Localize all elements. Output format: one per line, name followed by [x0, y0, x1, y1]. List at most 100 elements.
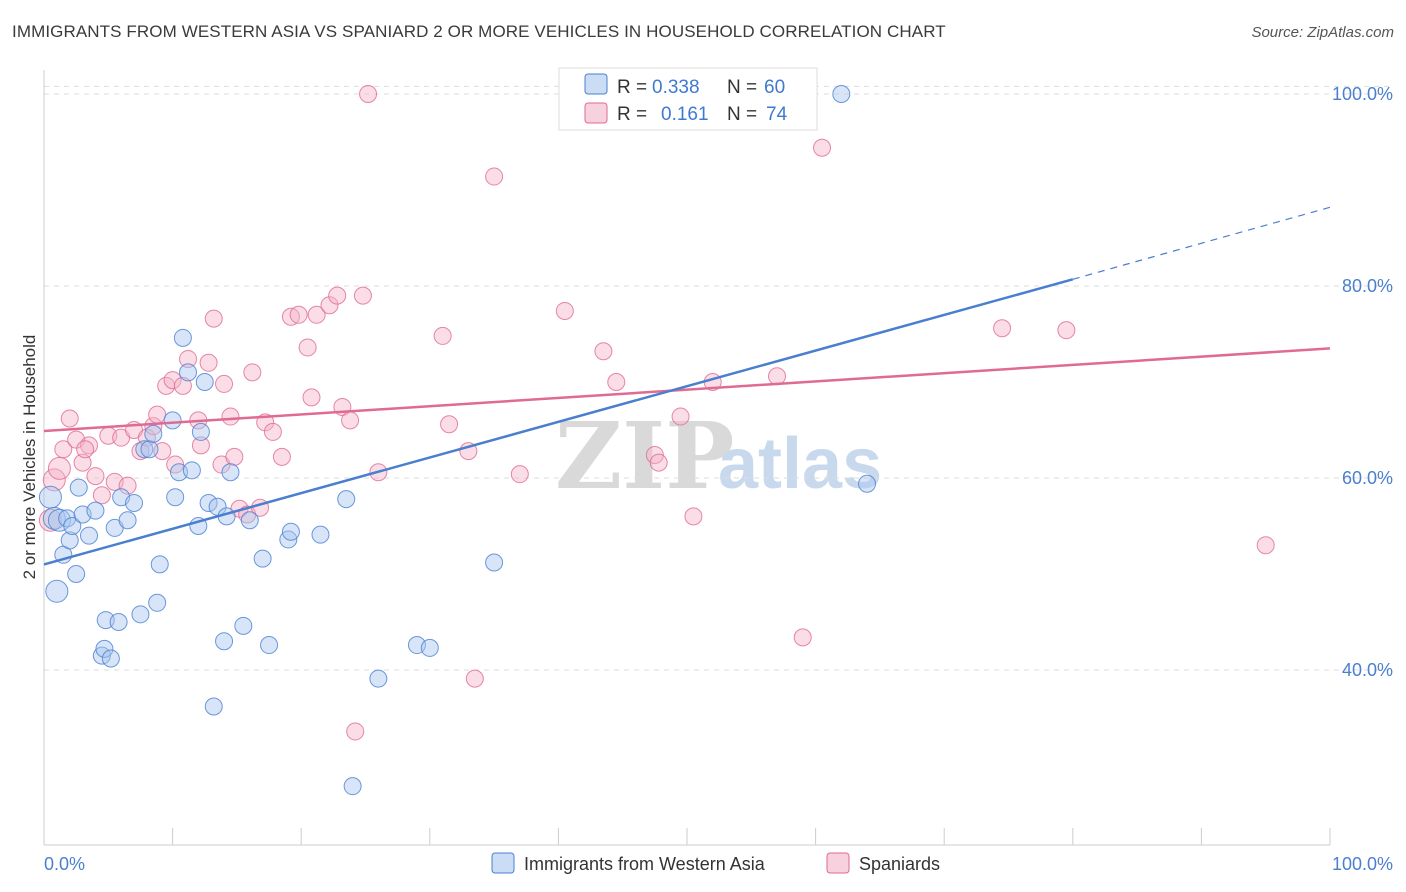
western-asia-point — [63, 517, 82, 535]
spaniards-point — [594, 342, 613, 361]
western-asia-point — [485, 553, 504, 572]
spaniards-point — [163, 371, 182, 390]
x-tick-label-min: 0.0% — [44, 854, 85, 874]
bottom-legend-label-pink: Spaniards — [859, 854, 940, 874]
western-asia-point — [369, 669, 388, 688]
spaniards-point — [281, 307, 300, 326]
western-asia-point — [253, 549, 272, 568]
spaniards-point — [359, 85, 378, 103]
spaniards-point — [86, 467, 105, 486]
western-asia-point — [125, 493, 144, 512]
spaniards-point — [320, 296, 339, 315]
spaniards-point — [307, 305, 326, 324]
spaniards-point — [263, 422, 282, 441]
x-tick-label-max: 100.0% — [1332, 854, 1393, 874]
spaniards-point — [76, 440, 95, 459]
spaniards-point — [243, 363, 262, 382]
spaniards-point — [204, 309, 223, 328]
spaniards-point — [54, 440, 73, 459]
spaniards-point — [813, 138, 832, 157]
spaniards-point — [465, 669, 484, 688]
spaniards-point — [298, 338, 317, 357]
legend-n-label-blue: N = — [727, 77, 757, 98]
western-asia-point — [182, 461, 201, 480]
spaniards-point — [433, 326, 452, 345]
spaniards-point — [73, 453, 92, 472]
spaniards-point — [302, 388, 321, 407]
legend-r-value-blue: 0.338 — [652, 77, 700, 98]
western-asia-point — [131, 605, 150, 624]
western-asia-point — [163, 411, 182, 430]
western-asia-point — [234, 616, 253, 635]
western-asia-point — [38, 485, 62, 509]
spaniards-point — [649, 453, 668, 472]
western-asia-point — [140, 440, 159, 459]
x-tick-marks — [43, 828, 1331, 845]
spaniards-point — [346, 722, 365, 741]
y-tick-labels: 40.0% 60.0% 80.0% 100.0% — [1332, 84, 1393, 680]
watermark-zip: ZIP — [555, 402, 734, 510]
spaniards-point — [42, 468, 66, 492]
bottom-legend-label-blue: Immigrants from Western Asia — [524, 854, 766, 874]
western-asia-point — [204, 697, 223, 716]
spaniards-point — [671, 407, 690, 426]
spaniards-point — [199, 353, 218, 372]
spaniards-point — [793, 628, 812, 647]
legend-r-label-pink: R = — [617, 104, 647, 125]
chart-source: Source: ZipAtlas.com — [1251, 24, 1394, 41]
western-asia-point — [101, 649, 120, 668]
western-asia-point — [60, 531, 79, 550]
bottom-legend: Immigrants from Western Asia Spaniards — [491, 852, 940, 874]
western-asia-point — [148, 593, 167, 612]
spaniards-point — [768, 367, 787, 386]
western-asia-point — [260, 636, 279, 655]
spaniards-point — [148, 405, 167, 424]
western-asia-point — [240, 511, 259, 530]
western-asia-point — [195, 373, 214, 391]
spaniards-point — [179, 349, 198, 368]
spaniards-point — [485, 167, 504, 186]
spaniards-point — [173, 376, 192, 395]
y-axis-label: 2 or more Vehicles in Household — [20, 335, 39, 580]
legend-n-value-blue: 60 — [764, 77, 785, 98]
western-asia-point — [80, 526, 99, 545]
spaniards-point — [328, 286, 347, 305]
y-tick-label-100: 100.0% — [1332, 84, 1393, 104]
western-asia-point — [281, 522, 300, 541]
spaniards-point — [118, 476, 137, 495]
western-asia-point — [191, 422, 210, 441]
western-asia-point — [858, 474, 877, 493]
spaniards-point — [341, 411, 360, 430]
bottom-legend-swatch-pink — [826, 852, 850, 874]
legend-n-label-pink: N = — [727, 104, 757, 125]
spaniards-point — [47, 456, 71, 480]
western-asia-point — [67, 565, 86, 583]
spaniards-point — [225, 447, 244, 466]
western-asia-point — [69, 478, 88, 497]
spaniards-point — [144, 417, 163, 436]
stats-legend: R = 0.338 N = 60 R = 0.161 N = 74 — [558, 67, 818, 131]
spaniards-point — [289, 305, 308, 324]
spaniards-point — [607, 373, 626, 391]
legend-swatch-pink — [584, 102, 608, 124]
spaniards-point — [993, 319, 1012, 338]
spaniards-point — [191, 436, 210, 455]
spaniards-point — [510, 465, 529, 484]
spaniards-point — [555, 301, 574, 320]
legend-swatch-blue — [584, 73, 608, 95]
spaniards-point — [684, 507, 703, 526]
western-asia-point — [118, 511, 137, 530]
western-asia-point — [343, 777, 362, 796]
western-asia-trend-line — [43, 278, 1074, 566]
chart-title: IMMIGRANTS FROM WESTERN ASIA VS SPANIARD… — [12, 22, 946, 41]
western-asia-point — [420, 638, 439, 657]
western-asia-point — [86, 501, 105, 520]
western-asia-point — [311, 525, 330, 544]
spaniards-point — [38, 508, 62, 532]
bottom-legend-swatch-blue — [491, 852, 515, 874]
spaniards-point — [440, 415, 459, 434]
spaniards-trend-line — [43, 347, 1331, 433]
western-asia-point — [144, 424, 163, 443]
western-asia-point — [215, 632, 234, 651]
